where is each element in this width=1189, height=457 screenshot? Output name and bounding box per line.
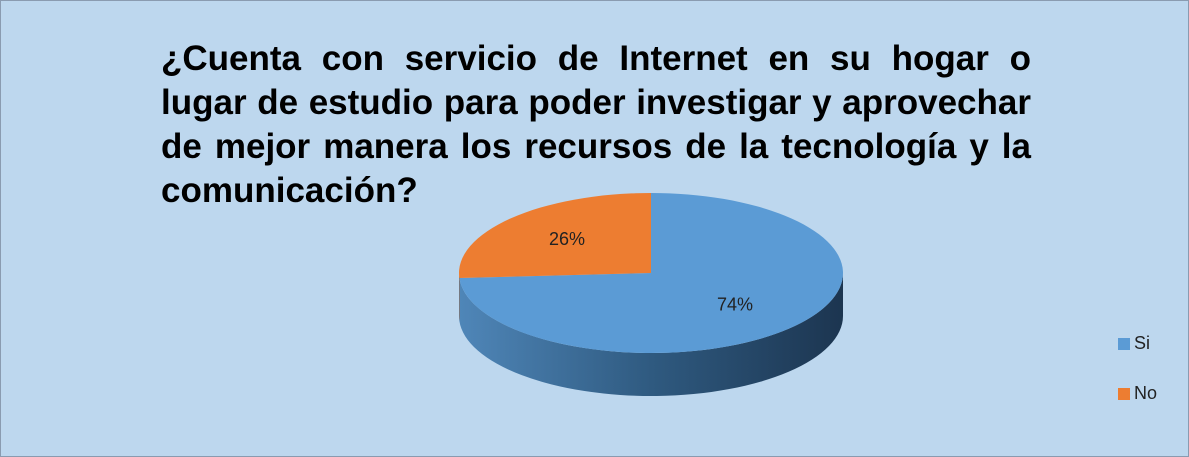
slice xyxy=(459,193,651,279)
legend-swatch xyxy=(1118,338,1130,350)
legend-label: No xyxy=(1134,383,1157,403)
slice xyxy=(459,193,844,354)
data-label: 74% xyxy=(717,295,753,315)
chart-title: ¿Cuenta con servicio de Internet en su h… xyxy=(161,39,1031,210)
data-label: 26% xyxy=(549,229,585,249)
legend-label: Si xyxy=(1134,333,1150,353)
legend-swatch xyxy=(1118,388,1130,400)
slice-side xyxy=(459,273,843,397)
